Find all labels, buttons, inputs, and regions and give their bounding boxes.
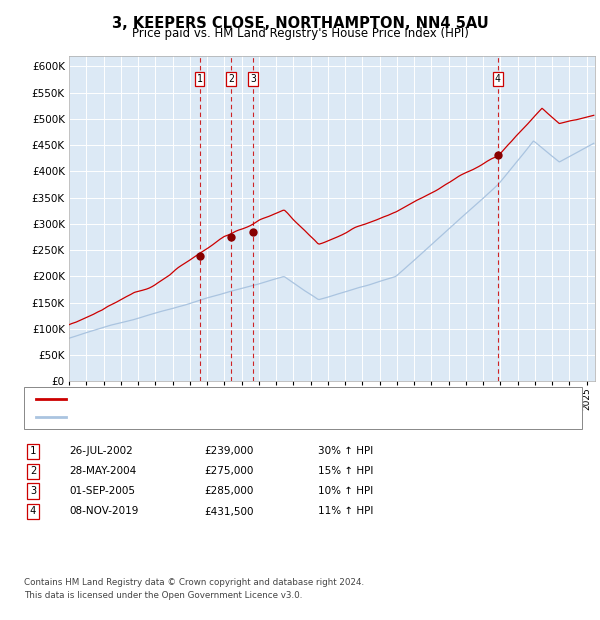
Text: 1: 1	[30, 446, 36, 456]
Text: Contains HM Land Registry data © Crown copyright and database right 2024.: Contains HM Land Registry data © Crown c…	[24, 578, 364, 587]
Text: 1: 1	[197, 74, 203, 84]
Text: 4: 4	[495, 74, 501, 84]
Text: This data is licensed under the Open Government Licence v3.0.: This data is licensed under the Open Gov…	[24, 591, 302, 600]
Text: 15% ↑ HPI: 15% ↑ HPI	[318, 466, 373, 476]
Text: 28-MAY-2004: 28-MAY-2004	[69, 466, 136, 476]
Text: 3: 3	[30, 486, 36, 496]
Text: 3: 3	[250, 74, 256, 84]
Text: Price paid vs. HM Land Registry's House Price Index (HPI): Price paid vs. HM Land Registry's House …	[131, 27, 469, 40]
Text: £285,000: £285,000	[204, 486, 253, 496]
Text: 2: 2	[229, 74, 234, 84]
Text: £431,500: £431,500	[204, 507, 254, 516]
Text: 11% ↑ HPI: 11% ↑ HPI	[318, 507, 373, 516]
Text: 4: 4	[30, 507, 36, 516]
Text: 26-JUL-2002: 26-JUL-2002	[69, 446, 133, 456]
Text: 01-SEP-2005: 01-SEP-2005	[69, 486, 135, 496]
Text: 3, KEEPERS CLOSE, NORTHAMPTON, NN4 5AU (detached house): 3, KEEPERS CLOSE, NORTHAMPTON, NN4 5AU (…	[72, 394, 404, 404]
Text: £275,000: £275,000	[204, 466, 253, 476]
Text: 30% ↑ HPI: 30% ↑ HPI	[318, 446, 373, 456]
Text: 10% ↑ HPI: 10% ↑ HPI	[318, 486, 373, 496]
Text: HPI: Average price, detached house, West Northamptonshire: HPI: Average price, detached house, West…	[72, 412, 389, 422]
Text: £239,000: £239,000	[204, 446, 253, 456]
Text: 2: 2	[30, 466, 36, 476]
Text: 08-NOV-2019: 08-NOV-2019	[69, 507, 139, 516]
Text: 3, KEEPERS CLOSE, NORTHAMPTON, NN4 5AU: 3, KEEPERS CLOSE, NORTHAMPTON, NN4 5AU	[112, 16, 488, 30]
